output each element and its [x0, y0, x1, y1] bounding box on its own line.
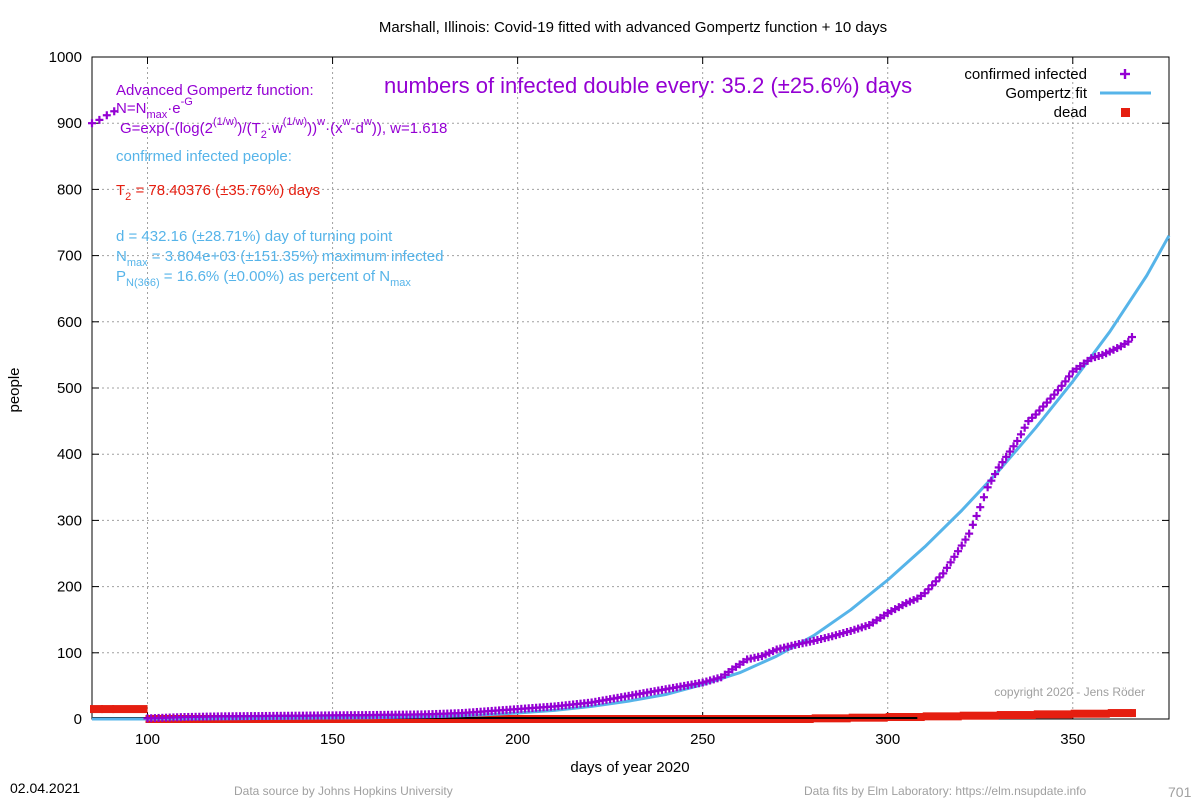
- dead-point: [959, 711, 999, 720]
- dead-point: [90, 705, 104, 714]
- x-tick-label: 350: [1060, 731, 1085, 748]
- x-tick-label: 200: [505, 731, 530, 748]
- confirmed-header: confirmed infected people:: [116, 148, 292, 165]
- legend-dead-marker: [1121, 108, 1130, 117]
- chart-title: Marshall, Illinois: Covid-19 fitted with…: [379, 19, 887, 36]
- confirmed-point: [95, 115, 104, 124]
- formula-line-1: N=Nmax·e-G: [116, 96, 193, 121]
- confirmed-point: [110, 107, 119, 116]
- confirmed-point: [983, 483, 992, 492]
- legend: confirmed infected Gompertz fit dead: [964, 66, 1151, 121]
- nmax-stat: Nmax = 3.804e+03 (±151.35%) maximum infe…: [116, 248, 444, 269]
- footer-number: 701: [1168, 784, 1192, 800]
- confirmed-point: [991, 470, 1000, 479]
- confirmed-point: [979, 493, 988, 502]
- formula-line-2: G=exp(-(log(2(1/w))/(T2·w(1/w)))w·(xw-dw…: [120, 116, 447, 141]
- confirmed-point: [957, 541, 966, 550]
- percent-stat: PN(366) = 16.6% (±0.00%) as percent of N…: [116, 268, 411, 289]
- y-tick-label: 1000: [49, 49, 82, 66]
- x-tick-label: 300: [875, 731, 900, 748]
- confirmed-point: [1002, 452, 1011, 461]
- dead-point: [112, 705, 148, 714]
- confirmed-point: [987, 476, 996, 485]
- y-tick-label: 300: [57, 512, 82, 529]
- copyright: copyright 2020 - Jens Röder: [994, 685, 1145, 699]
- confirmed-point: [1020, 423, 1029, 432]
- confirmed-point: [1053, 386, 1062, 395]
- x-tick-label: 150: [320, 731, 345, 748]
- dead-point: [922, 712, 962, 721]
- confirmed-point: [1061, 377, 1070, 386]
- confirmed-point: [946, 558, 955, 567]
- y-tick-label: 600: [57, 314, 82, 331]
- doubling-headline: numbers of infected double every: 35.2 (…: [384, 73, 912, 98]
- confirmed-point: [88, 119, 96, 128]
- confirmed-point: [1124, 337, 1133, 346]
- confirmed-point: [1016, 430, 1025, 439]
- confirmed-point: [994, 463, 1003, 472]
- y-tick-label: 900: [57, 115, 82, 132]
- confirmed-point: [965, 529, 974, 538]
- dead-point: [101, 705, 115, 714]
- x-axis-label: days of year 2020: [570, 759, 689, 776]
- confirmed-point: [1013, 436, 1022, 445]
- confirmed-point: [942, 563, 951, 572]
- confirmed-point: [972, 511, 981, 520]
- dead-point: [1129, 709, 1136, 718]
- dead-point: [1033, 710, 1073, 719]
- y-tick-label: 700: [57, 248, 82, 265]
- y-tick-label: 0: [74, 711, 82, 728]
- legend-confirmed-label: confirmed infected: [964, 66, 1087, 83]
- confirmed-point: [976, 503, 985, 512]
- y-tick-label: 800: [57, 181, 82, 198]
- x-tick-label: 250: [690, 731, 715, 748]
- footer-fits: Data fits by Elm Laboratory: https://elm…: [804, 784, 1086, 798]
- y-tick-label: 400: [57, 446, 82, 463]
- doubling-time-stat: T2 = 78.40376 (±35.76%) days: [116, 182, 320, 203]
- confirmed-point: [950, 552, 959, 561]
- turning-point-stat: d = 432.16 (±28.71%) day of turning poin…: [116, 228, 393, 245]
- y-tick-label: 500: [57, 380, 82, 397]
- formula-block: Advanced Gompertz function: N=Nmax·e-G G…: [116, 82, 447, 141]
- legend-dead-label: dead: [1054, 104, 1087, 121]
- confirmed-point: [102, 111, 111, 120]
- confirmed-point: [1127, 333, 1136, 342]
- legend-fit-label: Gompertz fit: [1005, 85, 1088, 102]
- dead-point: [1070, 709, 1110, 718]
- fit-line: [92, 234, 1171, 721]
- confirmed-point: [1009, 442, 1018, 451]
- x-tick-label: 100: [135, 731, 160, 748]
- confirmed-point: [998, 458, 1007, 467]
- footer-source: Data source by Johns Hopkins University: [234, 784, 453, 798]
- confirmed-point: [1057, 381, 1066, 390]
- legend-confirmed-marker: [1120, 69, 1130, 79]
- dead-point: [996, 711, 1036, 720]
- confirmed-point: [939, 569, 948, 578]
- y-tick-label: 100: [57, 645, 82, 662]
- confirmed-point: [1050, 390, 1059, 399]
- y-axis-label: people: [6, 367, 23, 412]
- confirmed-point: [961, 535, 970, 544]
- axis-ticks: 0 100 200 300 400 500 600 700 800 900 1000 100 150 20…: [49, 49, 1169, 748]
- confirmed-point: [1065, 372, 1074, 381]
- y-tick-label: 200: [57, 579, 82, 596]
- grid: [92, 57, 1169, 719]
- confirmed-point: [968, 520, 977, 529]
- dead-point: [1107, 709, 1132, 718]
- fit-series: [92, 234, 1171, 721]
- confirmed-point: [1005, 447, 1014, 456]
- confirmed-series: [88, 107, 1136, 723]
- footer-date: 02.04.2021: [10, 780, 80, 796]
- confirmed-point: [954, 547, 963, 556]
- formula-title: Advanced Gompertz function:: [116, 82, 314, 99]
